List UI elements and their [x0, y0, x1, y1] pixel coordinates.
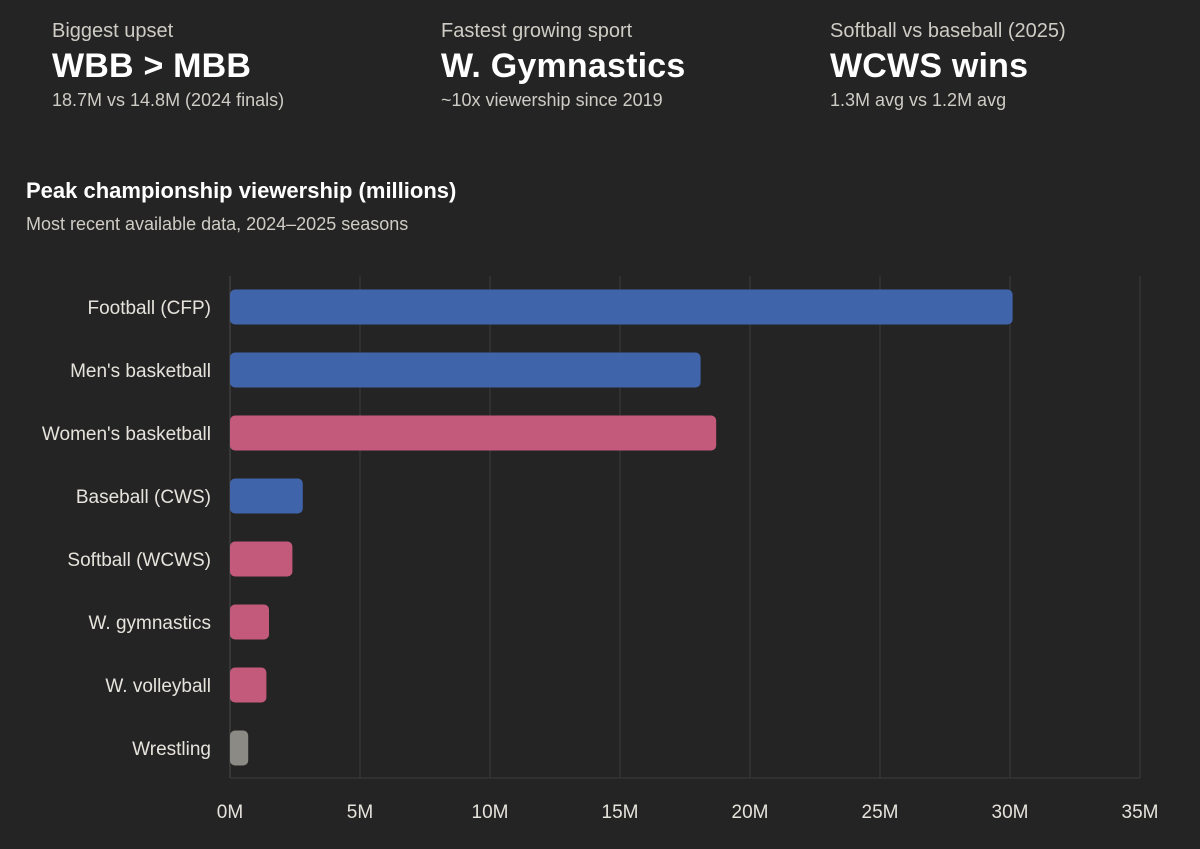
x-tick-label: 15M [602, 802, 639, 823]
category-label: Baseball (CWS) [76, 487, 211, 508]
bar-football-cfp [230, 289, 1013, 325]
category-label: Football (CFP) [87, 298, 211, 319]
stat-card-softball-vs-baseball: Softball vs baseball (2025) WCWS wins 1.… [830, 18, 1190, 112]
bar-softball-wcws [230, 541, 293, 577]
x-tick-label: 5M [347, 802, 373, 823]
stat-sub: 18.7M vs 14.8M (2024 finals) [52, 90, 285, 110]
category-label: W. volleyball [105, 676, 211, 697]
stat-card-fastest-growing: Fastest growing sport W. Gymnastics ~10x… [441, 18, 801, 112]
x-tick-label: 30M [992, 802, 1029, 823]
bar-wrestling [230, 730, 249, 766]
bar-w-volleyball [230, 667, 267, 703]
category-label: Women's basketball [42, 424, 211, 445]
chart-title: Peak championship viewership (millions) [26, 178, 457, 203]
x-tick-label: 10M [472, 802, 509, 823]
stat-value: WCWS wins [830, 47, 1029, 85]
category-label: Men's basketball [70, 361, 211, 382]
stat-card-biggest-upset: Biggest upset WBB > MBB 18.7M vs 14.8M (… [52, 18, 412, 112]
stat-sub: 1.3M avg vs 1.2M avg [830, 90, 1007, 110]
stat-value: WBB > MBB [52, 47, 252, 85]
chart-subtitle: Most recent available data, 2024–2025 se… [26, 214, 409, 234]
category-label: W. gymnastics [89, 613, 211, 634]
bar-baseball-cws [230, 478, 303, 514]
stat-label: Softball vs baseball (2025) [830, 20, 1066, 42]
x-tick-label: 25M [862, 802, 899, 823]
category-label: Wrestling [132, 739, 211, 760]
x-tick-label: 35M [1122, 802, 1159, 823]
stat-value: W. Gymnastics [441, 47, 686, 85]
stat-label: Fastest growing sport [441, 20, 633, 42]
bar-men-s-basketball [230, 352, 701, 388]
category-label: Softball (WCWS) [67, 550, 211, 571]
stat-sub: ~10x viewership since 2019 [441, 90, 663, 110]
stat-label: Biggest upset [52, 20, 174, 42]
bar-women-s-basketball [230, 415, 717, 451]
x-tick-label: 20M [732, 802, 769, 823]
bar-w-gymnastics [230, 604, 269, 640]
x-tick-label: 0M [217, 802, 243, 823]
